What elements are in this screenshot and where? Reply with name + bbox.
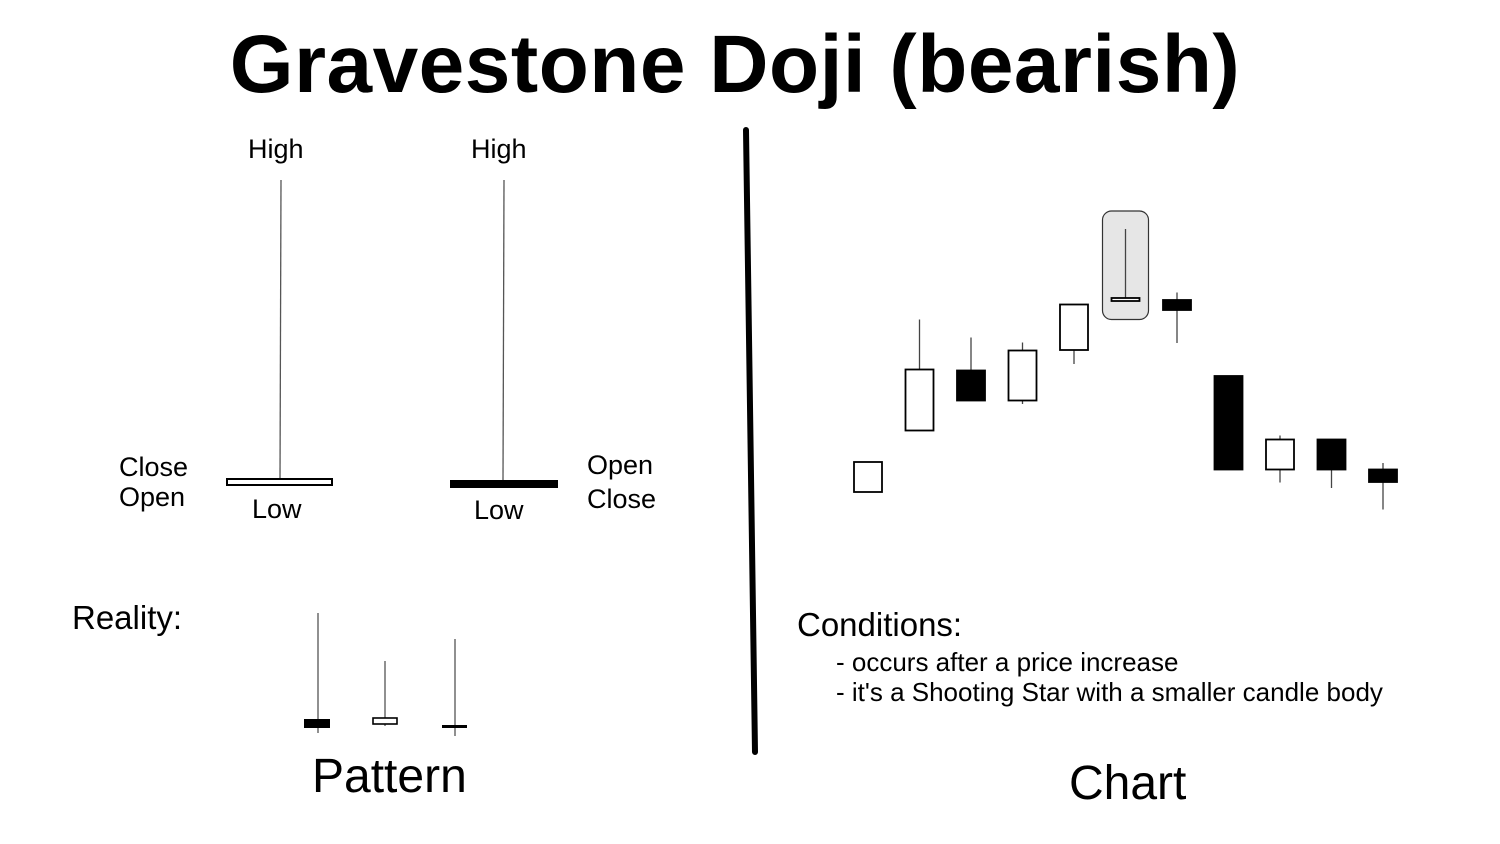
black-doji-close-label: Close bbox=[587, 484, 657, 514]
white-doji-body bbox=[226, 478, 333, 486]
black-doji-upper-wick bbox=[502, 179, 505, 482]
candle-8 bbox=[1213, 375, 1244, 471]
candle-body bbox=[1368, 468, 1398, 483]
candle-5 bbox=[1059, 303, 1089, 364]
candle-11 bbox=[1368, 463, 1398, 510]
candle-body bbox=[1162, 299, 1192, 311]
white-doji-upper-wick bbox=[279, 179, 282, 482]
candle-1 bbox=[853, 461, 883, 493]
black-doji-body bbox=[450, 480, 558, 488]
white-doji-open-label: Open bbox=[119, 482, 186, 512]
reality-example-line bbox=[442, 639, 467, 736]
condition-item-1: - occurs after a price increase bbox=[836, 647, 1179, 677]
candle-4 bbox=[1007, 342, 1038, 404]
reality-label: Reality: bbox=[72, 599, 183, 636]
candle-6 bbox=[1101, 210, 1150, 321]
candle-body bbox=[956, 369, 986, 402]
page-title: Gravestone Doji (bearish) bbox=[229, 19, 1241, 110]
white-doji-low-label: Low bbox=[252, 494, 302, 524]
candle-body bbox=[1265, 438, 1295, 471]
candle-9 bbox=[1265, 435, 1295, 483]
white-doji-candle bbox=[226, 179, 333, 486]
candle-body bbox=[1110, 297, 1141, 302]
reality-white-body bbox=[372, 717, 398, 725]
candle-2 bbox=[904, 319, 935, 432]
reality-example-black bbox=[304, 613, 330, 733]
reality-example-white bbox=[372, 661, 398, 726]
conditions-heading: Conditions: bbox=[797, 606, 963, 643]
candle-body bbox=[1213, 375, 1244, 471]
condition-item-2: - it's a Shooting Star with a smaller ca… bbox=[836, 677, 1383, 707]
candle-body bbox=[904, 368, 935, 432]
pattern-caption: Pattern bbox=[312, 750, 467, 803]
candle-body bbox=[1007, 349, 1038, 402]
candle-body bbox=[853, 461, 883, 493]
white-doji-close-label: Close bbox=[119, 452, 189, 482]
white-doji-high-label: High bbox=[248, 134, 304, 164]
black-doji-candle bbox=[450, 179, 558, 488]
reality-black-body bbox=[304, 719, 330, 728]
chart-caption: Chart bbox=[1069, 757, 1187, 810]
candle-10 bbox=[1316, 438, 1347, 488]
black-doji-open-label: Open bbox=[587, 450, 654, 480]
candle-7 bbox=[1162, 292, 1192, 343]
black-doji-high-label: High bbox=[471, 134, 527, 164]
reality-line-body bbox=[442, 725, 467, 728]
section-divider bbox=[743, 127, 758, 755]
black-doji-low-label: Low bbox=[474, 495, 524, 525]
candle-3 bbox=[956, 337, 986, 402]
candle-body bbox=[1059, 303, 1089, 351]
candle-body bbox=[1316, 438, 1347, 471]
